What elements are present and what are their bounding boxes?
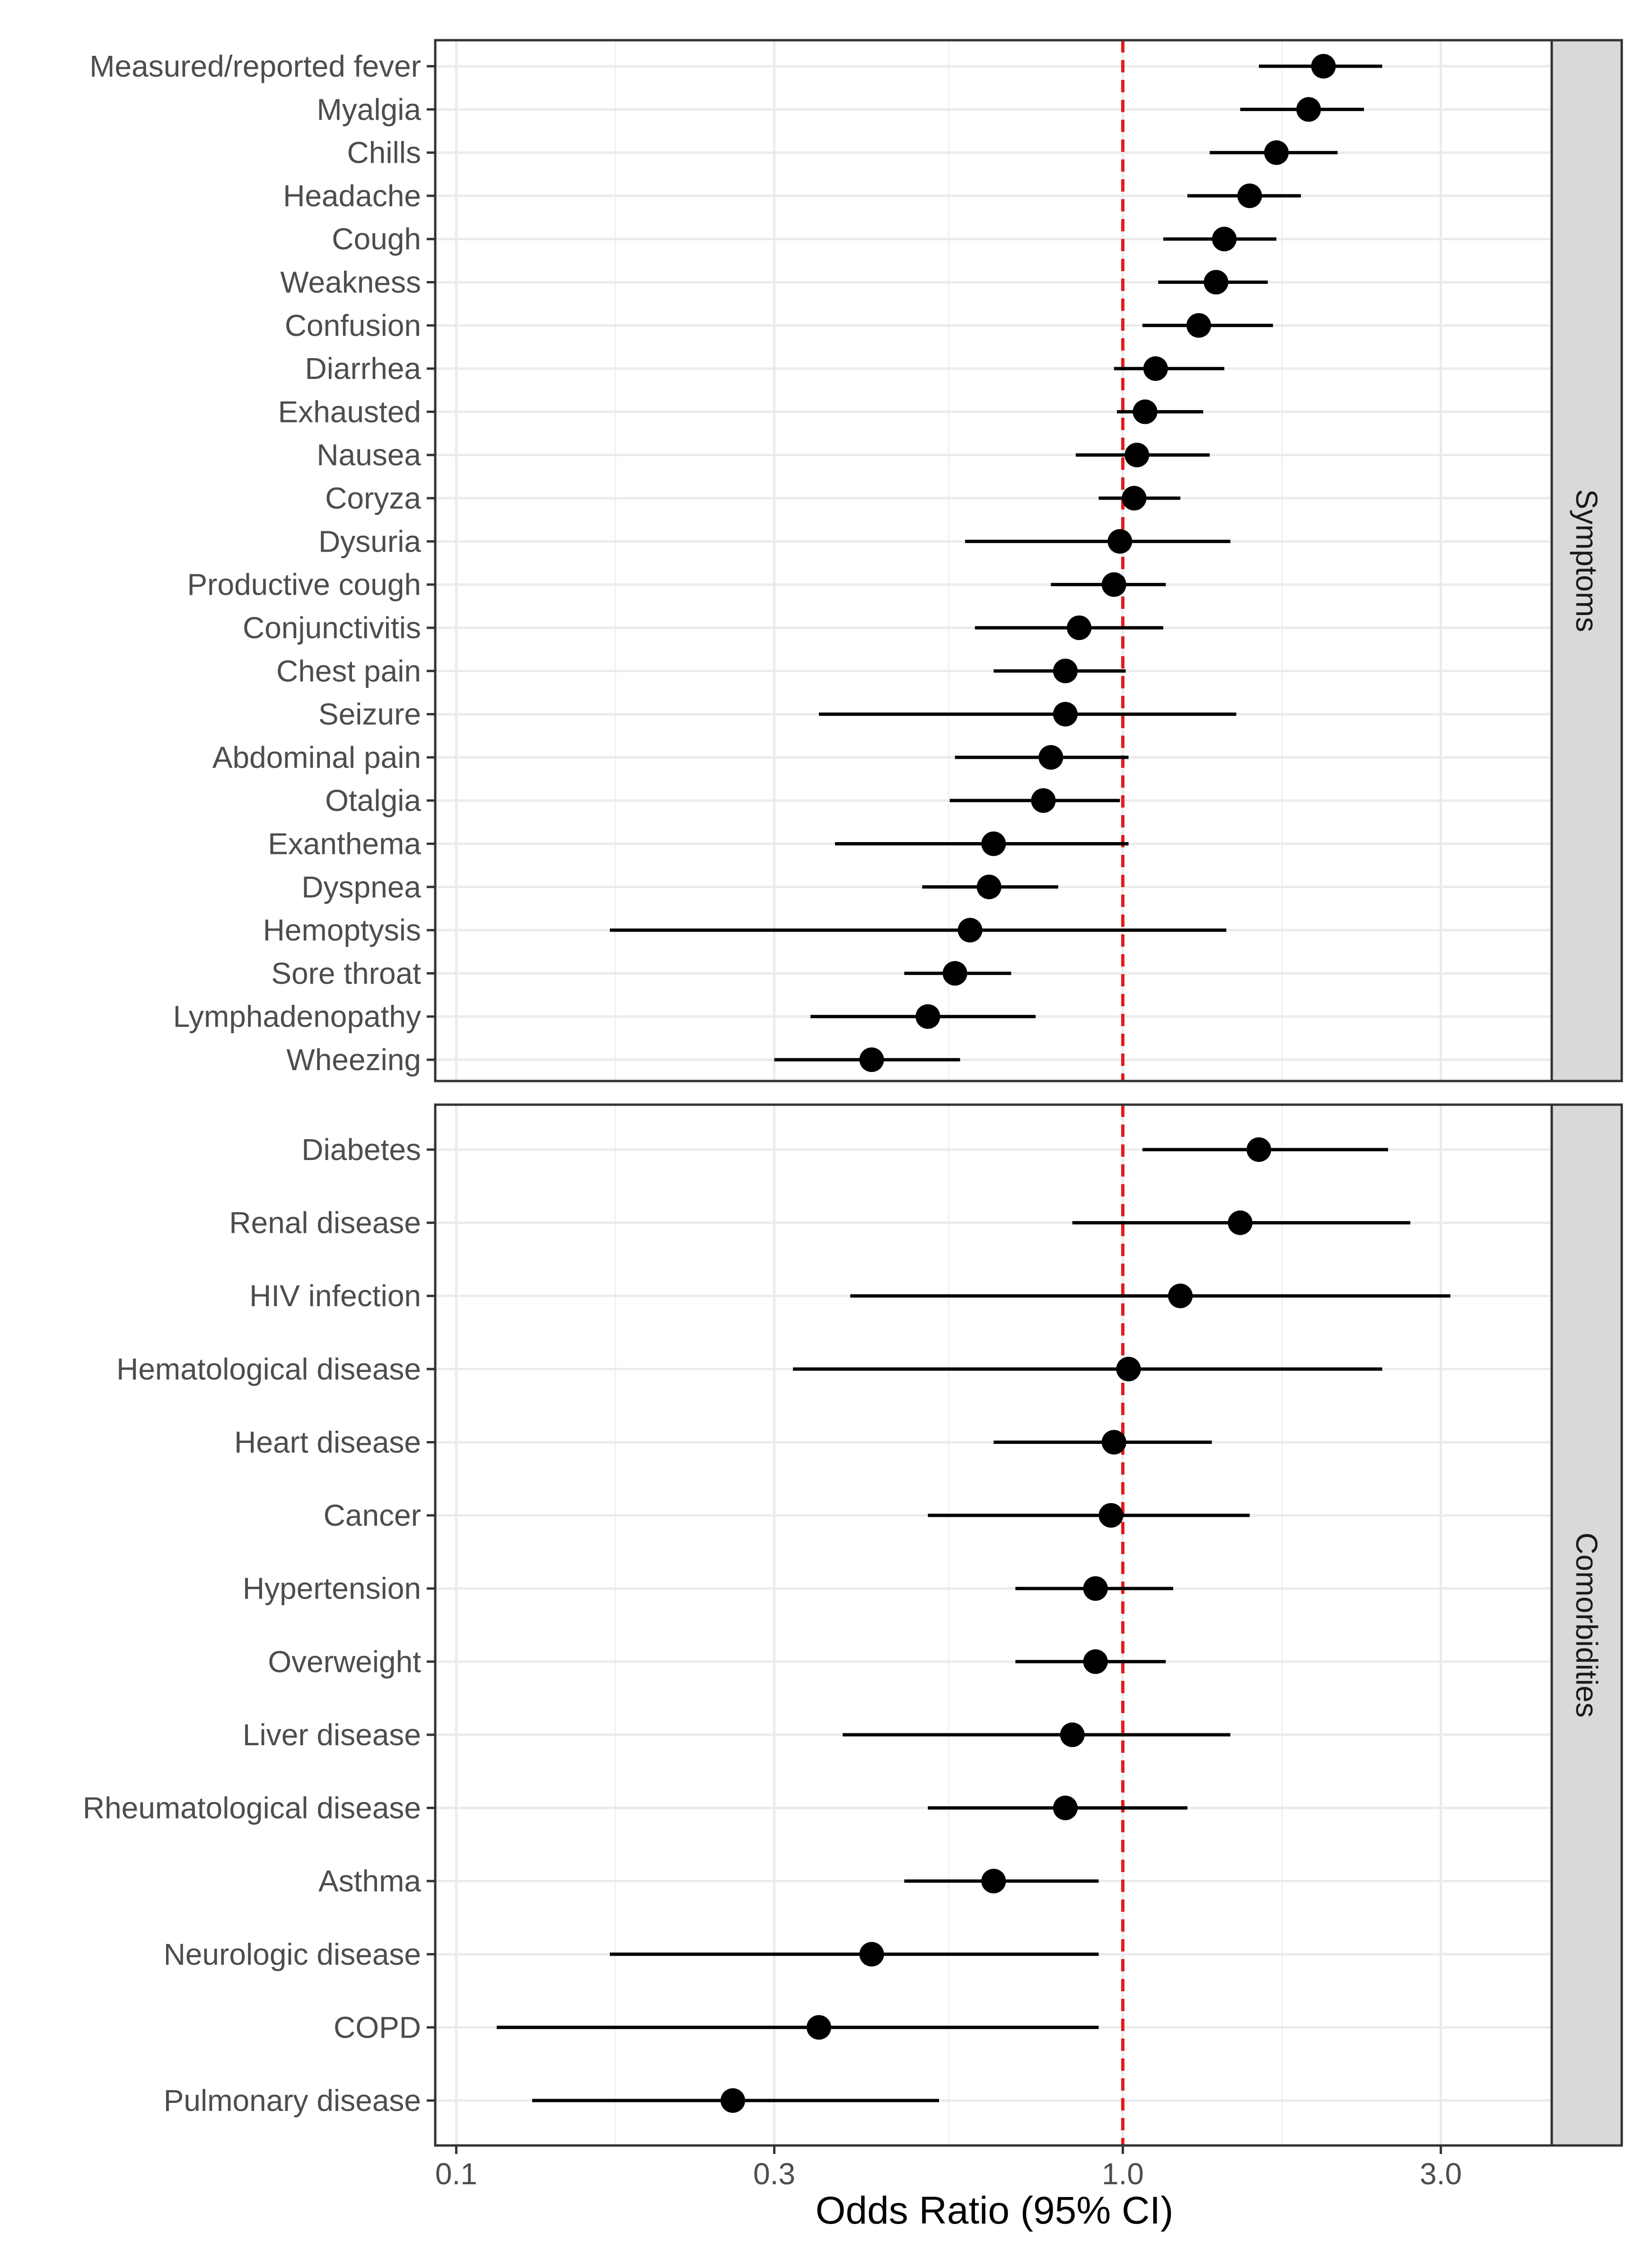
row-label: Cancer [324,1498,421,1532]
point-estimate [1116,1356,1141,1381]
row-label: Rheumatological disease [83,1791,421,1825]
row-label: Exanthema [268,826,421,861]
row-label: Sore throat [271,956,421,990]
row-label: HIV infection [249,1279,421,1313]
point-estimate [1031,788,1056,813]
panels: Measured/reported fever Myalgia Chills Head… [83,39,1623,2147]
row-label: Coryza [325,481,421,515]
point-estimate [1122,486,1147,511]
point-estimate [1053,702,1078,727]
row-label: Dyspnea [301,870,421,904]
facet-label: Comorbidities [1570,1532,1604,1717]
row-label: Renal disease [229,1206,421,1240]
point-estimate [1101,1430,1126,1455]
point-estimate [958,918,983,943]
row-label: Hematological disease [116,1352,421,1386]
row-label: Cough [332,222,421,256]
point-estimate [1067,615,1092,640]
row-label: Diabetes [301,1133,421,1167]
row-label: Pulmonary disease [164,2083,421,2118]
point-estimate [1133,399,1158,424]
row-label: Seizure [318,697,421,731]
point-estimate [859,1047,884,1072]
row-label: Overweight [268,1644,421,1679]
point-estimate [806,2015,831,2040]
row-label: COPD [334,2010,421,2044]
x-axis-title: Odds Ratio (95% CI) [816,2189,1174,2232]
panel-symptoms: Measured/reported fever Myalgia Chills Head… [89,39,1623,1082]
row-label: Chills [347,136,421,170]
row-label: Wheezing [286,1043,421,1077]
x-tick-label: 3.0 [1420,2157,1462,2191]
point-estimate [1083,1649,1108,1674]
point-estimate [1186,313,1211,338]
point-estimate [1060,1722,1085,1747]
row-label: Nausea [316,438,421,472]
point-estimate [981,831,1006,856]
facet-strip [1550,39,1623,1082]
point-estimate [1296,97,1321,122]
point-estimate [1311,54,1336,79]
row-label: Conjunctivitis [243,611,421,645]
panel-comorbidities: Diabetes Renal disease HIV infection Hemato… [83,1103,1623,2147]
point-estimate [1204,270,1229,295]
point-estimate [1212,227,1237,252]
point-estimate [1264,140,1289,165]
facet-label: Symptoms [1570,489,1604,632]
point-estimate [721,2088,746,2113]
row-label: Neurologic disease [164,1937,421,1971]
x-tick-label: 0.1 [435,2157,477,2191]
point-estimate [1143,356,1168,381]
row-label: Dysuria [318,524,421,558]
row-label: Myalgia [316,92,421,126]
row-label: Hemoptysis [263,913,421,947]
row-label: Asthma [318,1864,421,1898]
point-estimate [1237,183,1262,208]
row-label: Weakness [280,265,421,299]
point-estimate [1228,1210,1253,1235]
point-estimate [1098,1503,1124,1528]
row-label: Hypertension [243,1572,421,1606]
row-label: Otalgia [325,783,421,818]
row-label: Confusion [285,308,421,343]
row-label: Liver disease [243,1718,421,1752]
row-label: Abdominal pain [212,740,421,774]
point-estimate [976,874,1002,899]
facet-strip [1550,1103,1623,2147]
x-tick-label: 0.3 [753,2157,795,2191]
row-label: Chest pain [276,654,421,688]
point-estimate [1083,1576,1108,1601]
row-label: Headache [283,179,421,213]
row-label: Heart disease [234,1425,421,1459]
x-tick-label: 1.0 [1102,2157,1144,2191]
point-estimate [981,1869,1006,1894]
point-estimate [1101,572,1126,597]
x-axis: 0.1 0.3 1.0 3.0 [435,2145,1462,2191]
row-label: Exhausted [278,395,421,429]
point-estimate [1053,1795,1078,1820]
point-estimate [1038,745,1063,770]
row-label: Productive cough [187,568,421,602]
point-estimate [1053,659,1078,684]
row-label: Measured/reported fever [89,49,421,83]
row-label: Diarrhea [305,352,422,386]
row-label: Lymphadenopathy [173,1000,421,1034]
point-estimate [1125,442,1150,467]
point-estimate [1107,529,1133,554]
point-estimate [1168,1283,1193,1309]
point-estimate [1246,1137,1271,1162]
point-estimate [942,961,967,986]
point-estimate [915,1004,940,1029]
point-estimate [859,1942,884,1967]
